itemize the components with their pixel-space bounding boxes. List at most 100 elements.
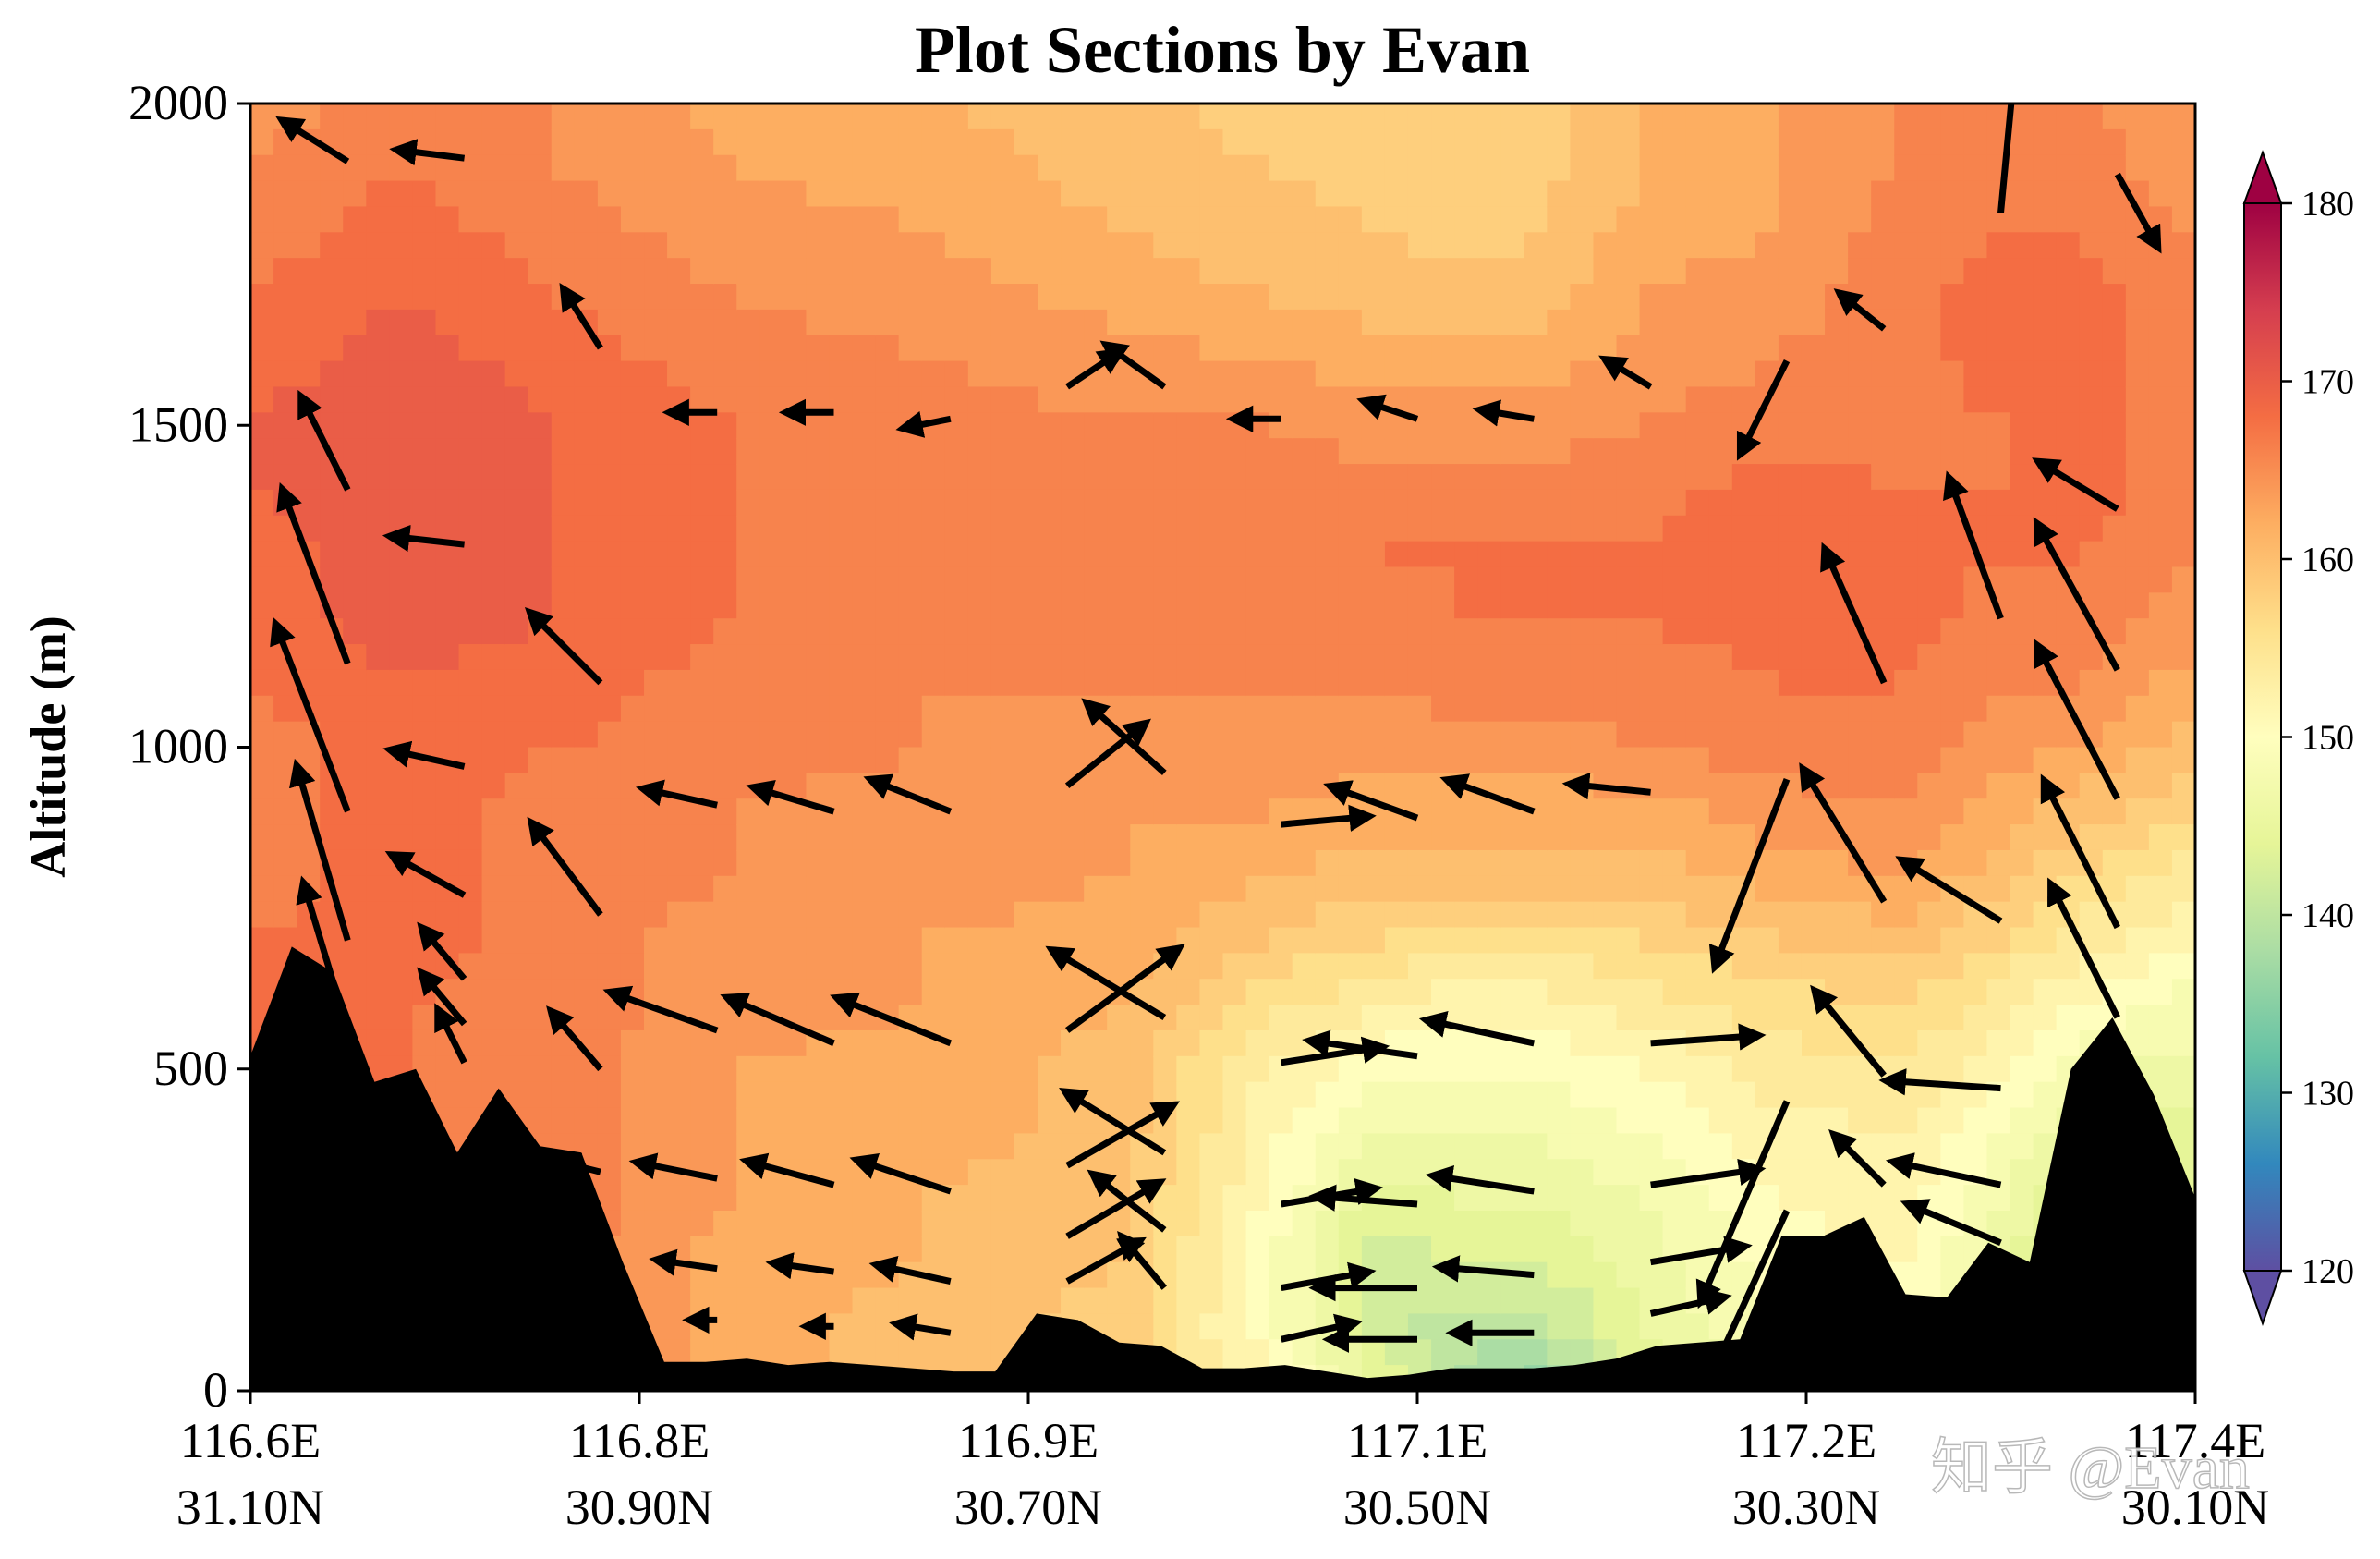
- field-cell: [620, 206, 646, 234]
- field-cell: [1199, 1185, 1224, 1212]
- field-cell: [1407, 592, 1433, 620]
- field-cell: [1755, 1055, 1779, 1083]
- field-cell: [1639, 618, 1664, 646]
- field-cell: [250, 875, 275, 903]
- field-cell: [1731, 438, 1756, 466]
- field-cell: [1245, 953, 1270, 980]
- field-cell: [875, 412, 900, 440]
- field-cell: [250, 798, 275, 826]
- field-cell: [736, 592, 761, 620]
- field-cell: [1014, 128, 1039, 156]
- field-cell: [921, 618, 946, 646]
- field-cell: [2010, 1055, 2034, 1083]
- field-cell: [713, 258, 738, 286]
- field-cell: [1825, 1081, 1850, 1109]
- field-cell: [1593, 901, 1618, 929]
- field-cell: [944, 206, 969, 234]
- field-cell: [1014, 1055, 1039, 1083]
- field-cell: [736, 489, 761, 517]
- field-cell: [1917, 438, 1942, 466]
- field-cell: [2010, 566, 2034, 594]
- field-cell: [1061, 489, 1086, 517]
- field-cell: [1708, 412, 1733, 440]
- field-cell: [1731, 489, 1756, 517]
- field-cell: [366, 721, 391, 749]
- field-cell: [852, 1081, 877, 1109]
- field-cell: [1894, 1133, 1919, 1161]
- field-cell: [852, 1107, 877, 1135]
- field-cell: [1500, 489, 1525, 517]
- field-cell: [2010, 180, 2034, 208]
- field-cell: [1222, 1159, 1247, 1187]
- field-cell: [2171, 1081, 2195, 1109]
- field-cell: [1361, 541, 1386, 568]
- field-cell: [667, 695, 692, 723]
- field-cell: [1130, 541, 1155, 568]
- field-cell: [783, 1210, 808, 1237]
- field-cell: [713, 541, 738, 568]
- field-cell: [574, 489, 599, 517]
- field-cell: [2148, 618, 2173, 646]
- field-cell: [1407, 206, 1433, 234]
- field-cell: [1685, 747, 1710, 774]
- field-cell: [1500, 875, 1525, 903]
- field-cell: [1292, 875, 1317, 903]
- field-cell: [1477, 1261, 1502, 1289]
- field-cell: [2148, 309, 2173, 336]
- field-cell: [1547, 695, 1572, 723]
- field-cell: [366, 438, 391, 466]
- field-cell: [2010, 798, 2034, 826]
- field-cell: [2056, 128, 2081, 156]
- field-cell: [1014, 1107, 1039, 1135]
- field-cell: [1130, 669, 1155, 697]
- field-cell: [1547, 258, 1572, 286]
- field-cell: [783, 979, 808, 1006]
- field-cell: [1153, 849, 1178, 877]
- field-cell: [1384, 566, 1409, 594]
- field-cell: [1871, 979, 1896, 1006]
- field-cell: [690, 1133, 715, 1161]
- field-cell: [1361, 360, 1386, 388]
- field-cell: [1639, 515, 1664, 542]
- field-cell: [504, 360, 529, 388]
- field-cell: [1384, 128, 1409, 156]
- field-cell: [1292, 849, 1317, 877]
- field-cell: [389, 386, 414, 414]
- field-cell: [690, 1287, 715, 1315]
- field-cell: [2171, 335, 2195, 362]
- field-cell: [481, 773, 506, 800]
- field-cell: [1848, 541, 1873, 568]
- field-cell: [1755, 154, 1779, 182]
- field-cell: [620, 927, 646, 955]
- field-cell: [1384, 773, 1409, 800]
- field-cell: [597, 798, 622, 826]
- field-cell: [1269, 1081, 1293, 1109]
- field-cell: [250, 515, 275, 542]
- field-cell: [2125, 618, 2150, 646]
- field-cell: [736, 1159, 761, 1187]
- field-cell: [1315, 232, 1340, 260]
- field-cell: [504, 618, 529, 646]
- field-cell: [1176, 1029, 1201, 1057]
- field-cell: [921, 154, 946, 182]
- field-cell: [1014, 1185, 1039, 1212]
- field-cell: [1500, 1236, 1525, 1263]
- field-cell: [1061, 1236, 1086, 1263]
- y-tick-label: 500: [153, 1041, 228, 1096]
- field-cell: [412, 154, 437, 182]
- field-cell: [551, 592, 576, 620]
- field-cell: [1384, 258, 1409, 286]
- field-cell: [2010, 669, 2034, 697]
- field-cell: [2079, 824, 2104, 851]
- field-cell: [1871, 284, 1896, 311]
- field-cell: [366, 824, 391, 851]
- field-cell: [458, 669, 483, 697]
- field-cell: [1500, 309, 1525, 336]
- field-cell: [1315, 1339, 1340, 1367]
- field-cell: [690, 669, 715, 697]
- field-cell: [1245, 1081, 1270, 1109]
- field-cell: [2171, 747, 2195, 774]
- field-cell: [2171, 1055, 2195, 1083]
- field-cell: [1199, 360, 1224, 388]
- field-cell: [2010, 360, 2034, 388]
